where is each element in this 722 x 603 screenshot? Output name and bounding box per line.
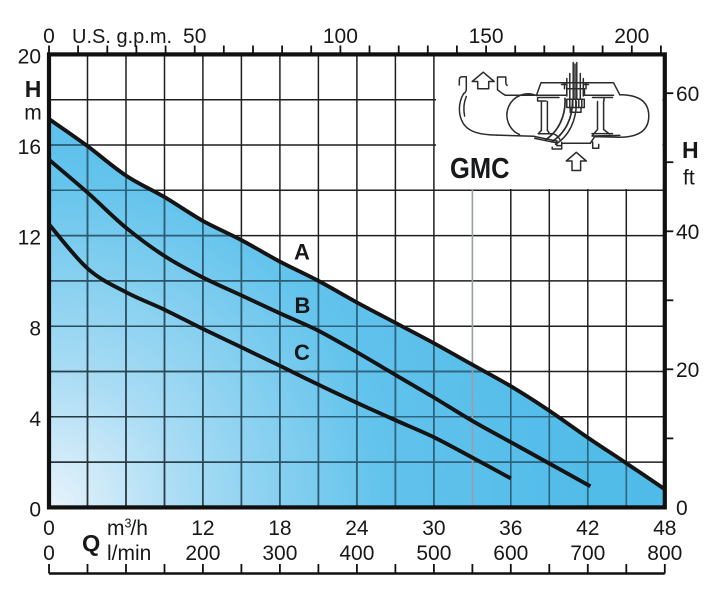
svg-text:700: 700 [570,542,605,565]
svg-text:16: 16 [18,136,41,159]
svg-text:300: 300 [262,542,297,565]
svg-text:12: 12 [191,517,214,540]
svg-text:H: H [25,76,42,102]
svg-text:12: 12 [18,227,41,250]
svg-text:20: 20 [18,46,41,69]
svg-text:H: H [682,137,699,163]
svg-text:0: 0 [29,499,41,522]
svg-text:100: 100 [323,25,358,48]
svg-text:20: 20 [676,359,699,382]
svg-text:48: 48 [653,517,676,540]
svg-text:B: B [295,293,311,318]
svg-text:8: 8 [29,317,41,340]
svg-text:600: 600 [493,542,528,565]
svg-text:m: m [24,102,42,125]
svg-text:400: 400 [339,542,374,565]
svg-text:800: 800 [647,542,682,565]
svg-text:200: 200 [185,542,220,565]
svg-text:A: A [294,240,310,265]
svg-text:36: 36 [499,517,522,540]
svg-text:GMC: GMC [450,153,510,185]
svg-text:200: 200 [614,25,649,48]
svg-text:0: 0 [43,25,55,48]
svg-text:150: 150 [469,25,504,48]
svg-text:18: 18 [268,517,291,540]
svg-text:4: 4 [29,408,41,431]
svg-text:40: 40 [676,221,699,244]
svg-text:50: 50 [183,25,206,48]
svg-text:ft: ft [683,167,695,190]
svg-text:C: C [294,340,310,365]
svg-text:24: 24 [345,517,369,540]
svg-text:m3/h: m3/h [107,517,148,541]
svg-text:60: 60 [676,83,699,106]
svg-text:0: 0 [676,497,688,520]
svg-text:l/min: l/min [107,542,151,565]
svg-text:U.S. g.p.m.: U.S. g.p.m. [72,26,172,48]
svg-text:500: 500 [416,542,451,565]
svg-text:0: 0 [43,517,55,540]
svg-text:Q: Q [82,530,100,556]
svg-text:30: 30 [422,517,445,540]
svg-text:42: 42 [576,517,599,540]
svg-text:0: 0 [43,542,55,565]
